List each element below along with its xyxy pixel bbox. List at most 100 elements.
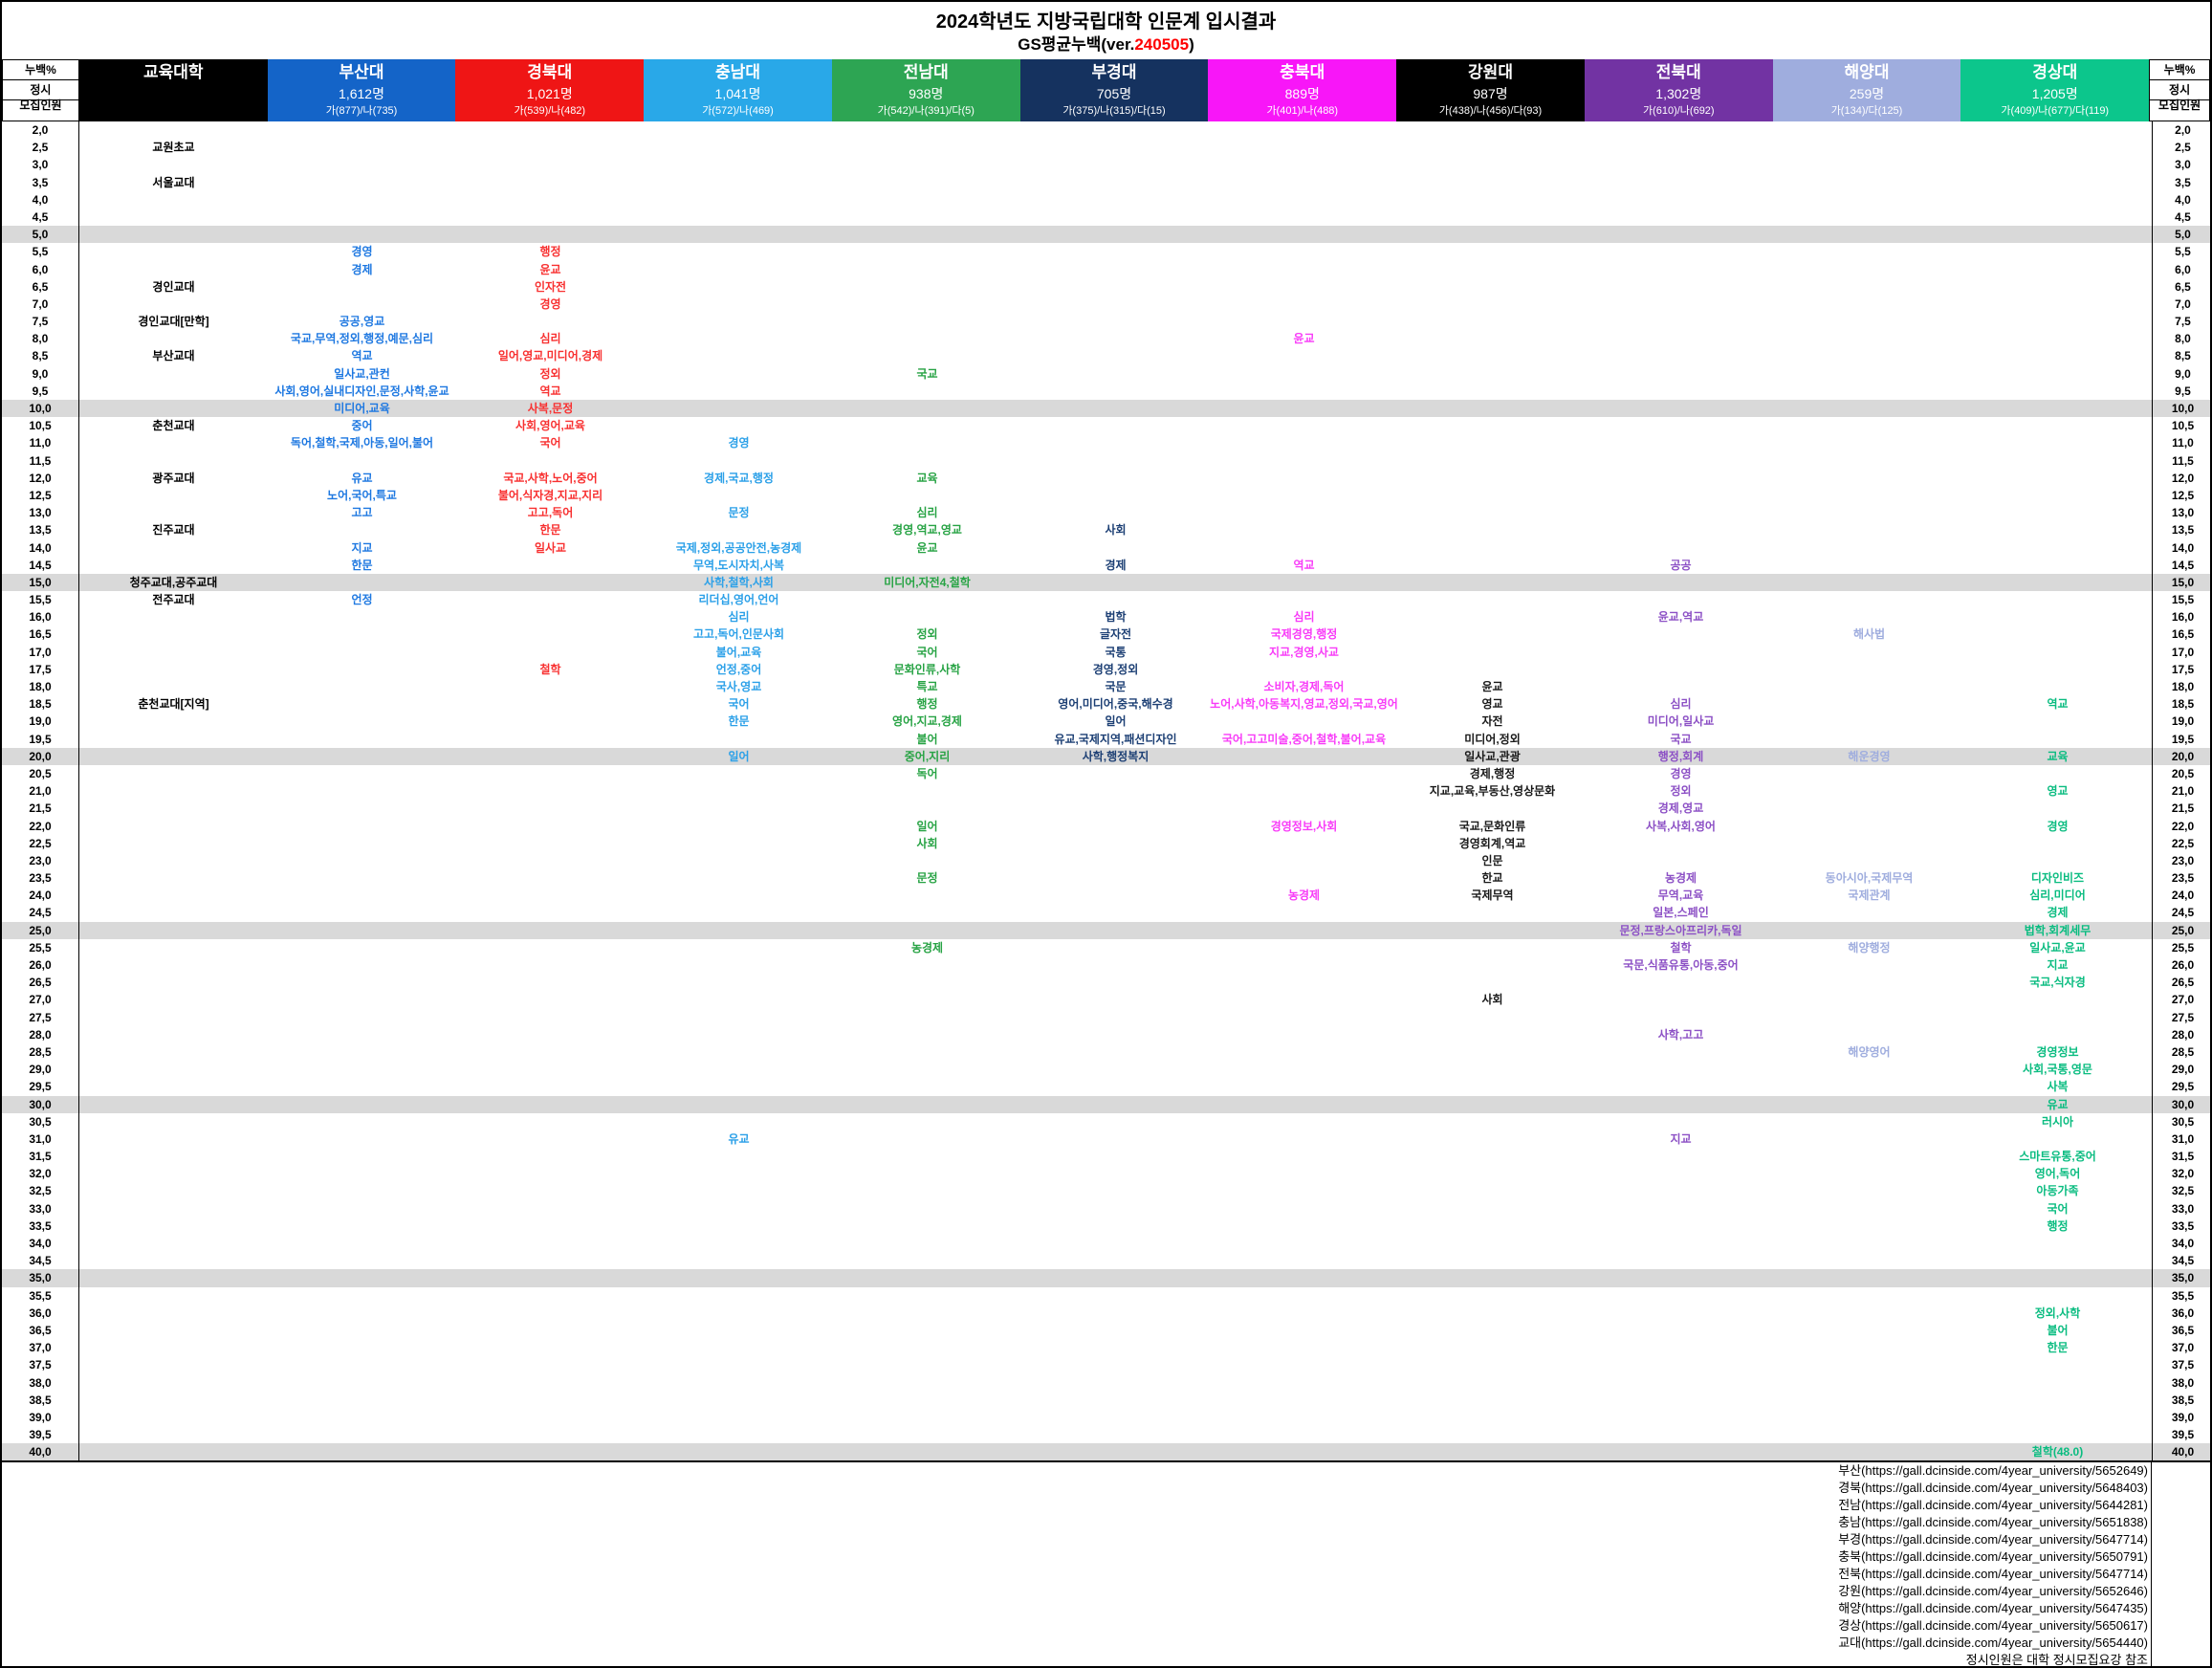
table-row: 11,5 11,5 [2, 451, 2210, 470]
row-label-left: 6,0 [2, 260, 79, 278]
cell-hy [1775, 434, 1963, 451]
cell-gs [1963, 208, 2152, 226]
cell-pk [1021, 887, 1210, 904]
cell-cb [1210, 1165, 1398, 1182]
cell-hy [1775, 347, 1963, 364]
row-label-left: 24,5 [2, 904, 79, 922]
table-row: 32,5 아동가족 32,5 [2, 1182, 2210, 1200]
cell-cb [1210, 1061, 1398, 1078]
cell-jn: 윤교 [916, 540, 938, 555]
row-label-right: 4,0 [2152, 190, 2210, 208]
cell-edu [79, 1322, 268, 1339]
cell-pk [1021, 1252, 1210, 1269]
cell-pk [1021, 1392, 1210, 1409]
cell-kb [456, 991, 645, 1008]
cell-jb [1587, 296, 1775, 313]
table-row: 16,0 심리 법학 심리 윤교,역교 16,0 [2, 608, 2210, 626]
cell-bs: 한문 [351, 558, 373, 572]
cell-jn [833, 487, 1021, 504]
cell-jn [833, 417, 1021, 434]
cell-kw [1398, 1252, 1587, 1269]
cell-jn [833, 452, 1021, 470]
cell-kw [1398, 1182, 1587, 1199]
cell-kw [1398, 956, 1587, 974]
table-row: 39,5 39,5 [2, 1426, 2210, 1444]
cell-kw [1398, 1113, 1587, 1130]
cell-bs [268, 1235, 456, 1252]
cell-edu [79, 504, 268, 521]
row-label-left: 28,0 [2, 1025, 79, 1043]
cell-bs [268, 1165, 456, 1182]
cell-bs [268, 887, 456, 904]
cell-cn [645, 243, 833, 260]
cell-gs: 한문 [2047, 1341, 2069, 1355]
table-row: 26,5 국교,식자경 26,5 [2, 974, 2210, 992]
cell-jb [1587, 661, 1775, 678]
cell-pk [1021, 243, 1210, 260]
cell-jn [833, 1339, 1021, 1356]
table-row: 33,0 국어 33,0 [2, 1199, 2210, 1218]
cell-kb [456, 765, 645, 782]
cell-hy [1775, 1374, 1963, 1392]
cell-gs [1963, 261, 2152, 278]
row-label-right: 29,5 [2152, 1078, 2210, 1096]
cell-bs [268, 452, 456, 470]
row-label-left: 2,0 [2, 121, 79, 140]
uni-rounds: 가(134)/다(125) [1830, 105, 1903, 117]
row-label-right: 26,5 [2152, 974, 2210, 992]
cell-pk [1021, 156, 1210, 173]
cell-jn: 영어,지교,경제 [892, 714, 962, 729]
cell-bs: 국교,무역,정외,행정,예문,심리 [290, 332, 434, 346]
cell-jb [1587, 1148, 1775, 1165]
cell-jb: 농경제 [1664, 871, 1697, 886]
cell-edu [79, 1200, 268, 1218]
cell-jb [1587, 974, 1775, 991]
row-label-right: 32,5 [2152, 1182, 2210, 1200]
cell-jb [1587, 121, 1775, 139]
cell-cn [645, 1113, 833, 1130]
cell-hy [1775, 591, 1963, 608]
table-row: 36,5 불어 36,5 [2, 1321, 2210, 1340]
cell-kb: 철학 [539, 662, 561, 676]
row-label-right: 17,5 [2152, 660, 2210, 678]
table-row: 7,5 경인교대[만학] 공공,영교 7,5 [2, 313, 2210, 331]
cell-cn [645, 800, 833, 817]
cell-kw [1398, 939, 1587, 956]
cell-gs [1963, 1374, 2152, 1392]
cell-pk: 국통 [1105, 645, 1127, 659]
cell-gs [1963, 296, 2152, 313]
cell-jn [833, 1392, 1021, 1409]
cell-gs [1963, 174, 2152, 191]
cell-edu [79, 208, 268, 226]
cell-jn [833, 208, 1021, 226]
cell-cn [645, 1235, 833, 1252]
cell-pk [1021, 313, 1210, 330]
table-row: 22,5 사회 경영회계,역교 22,5 [2, 834, 2210, 852]
table-row: 38,0 38,0 [2, 1373, 2210, 1392]
cell-cb [1210, 904, 1398, 921]
cell-cn: 한문 [728, 714, 750, 729]
cell-jn [833, 800, 1021, 817]
cell-kw [1398, 313, 1587, 330]
row-label-left: 27,5 [2, 1008, 79, 1026]
cell-kb [456, 452, 645, 470]
cell-hy [1775, 695, 1963, 713]
cell-hy [1775, 991, 1963, 1008]
row-label-right: 8,5 [2152, 347, 2210, 365]
cell-bs: 일사교,관컨 [334, 366, 390, 381]
cell-jb [1587, 243, 1775, 260]
cell-pk [1021, 852, 1210, 869]
cell-pk [1021, 1305, 1210, 1322]
cell-gs [1963, 1287, 2152, 1305]
cell-hy [1775, 956, 1963, 974]
cell-kb: 한문 [539, 523, 561, 538]
cell-edu [79, 1130, 268, 1148]
cell-jb [1587, 1096, 1775, 1113]
cell-pk [1021, 1078, 1210, 1095]
cell-hy [1775, 296, 1963, 313]
cell-gs: 사복 [2047, 1080, 2069, 1094]
cell-gs [1963, 400, 2152, 417]
cell-hy [1775, 557, 1963, 574]
cell-pk [1021, 1374, 1210, 1392]
cell-kb [456, 748, 645, 765]
